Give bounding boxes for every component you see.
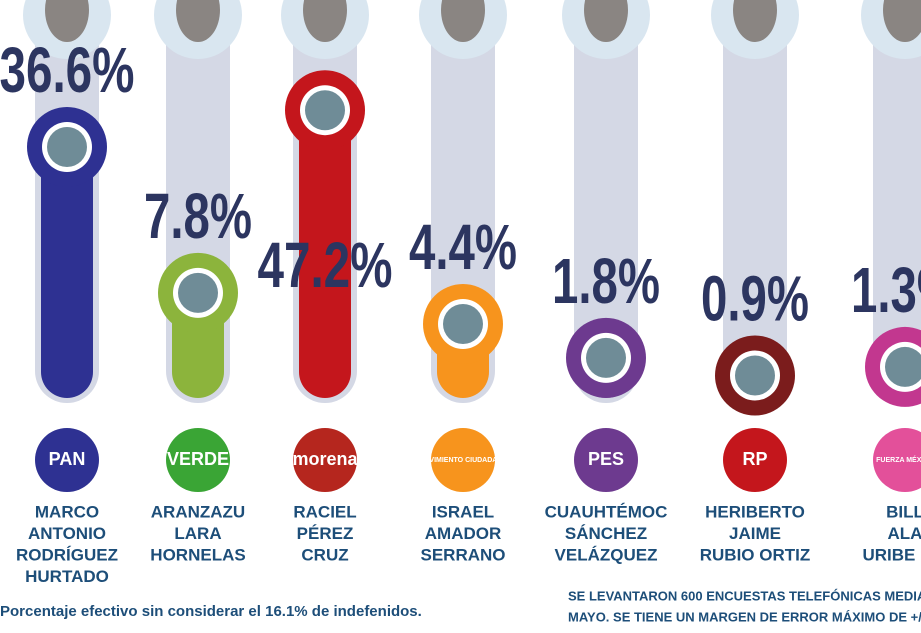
party-logo: [873, 428, 921, 492]
bar-track: [873, 0, 921, 403]
value-label: 47.2%: [258, 229, 393, 301]
photo-face: [45, 0, 89, 42]
candidate-name: JAIME: [729, 524, 781, 543]
candidate-name: PÉREZ: [297, 524, 354, 543]
photo-face: [441, 0, 485, 42]
photo-face: [733, 0, 777, 42]
candidate-name: MARCO: [35, 502, 99, 521]
candidate-name: ARANZAZU: [151, 502, 245, 521]
party-logo-text: MOVIMIENTO CIUDADANO: [418, 457, 508, 464]
photo-face: [584, 0, 628, 42]
footnote: Porcentaje efectivo sin considerar el 16…: [0, 603, 422, 620]
photo-face: [303, 0, 347, 42]
photo-face: [883, 0, 921, 42]
candidate-name: SÁNCHEZ: [565, 524, 647, 543]
candidate-name: BILL: [886, 502, 921, 521]
candidate-name: CUAUHTÉMOC: [545, 502, 668, 521]
candidate-name: AMADOR: [425, 524, 502, 543]
value-label: 7.8%: [144, 180, 252, 252]
party-logo: [166, 428, 230, 492]
method-note: SE LEVANTARON 600 ENCUESTAS TELEFÓNICAS …: [568, 588, 921, 603]
party-logo-text: FUERZA MÉXICO: [876, 455, 921, 464]
candidate-name: HURTADO: [25, 567, 109, 586]
candidate-name: ALA: [888, 524, 921, 543]
party-logo: [35, 428, 99, 492]
candidate-name: SERRANO: [420, 545, 505, 564]
value-label: 36.6%: [0, 34, 135, 106]
bar-head-core: [178, 272, 218, 313]
bar: [41, 146, 93, 398]
candidate-name: ISRAEL: [432, 502, 494, 521]
candidate-name: URIBE MO: [863, 545, 921, 564]
candidate-name: ANTONIO: [28, 524, 106, 543]
party-logo: [293, 428, 357, 492]
method-note: MAYO. SE TIENE UN MARGEN DE ERROR MÁXIMO…: [568, 609, 921, 624]
value-label: 0.9%: [701, 262, 809, 334]
value-label: 1.3%: [851, 254, 921, 326]
bar-head-core: [305, 90, 345, 131]
candidate-name: RODRÍGUEZ: [16, 545, 118, 564]
party-logo-text: morena: [292, 449, 358, 469]
candidate-name: HORNELAS: [150, 545, 245, 564]
bar-head-core: [885, 346, 921, 387]
candidate-name: HERIBERTO: [705, 502, 805, 521]
photo-face: [176, 0, 220, 42]
candidate-name: VELÁZQUEZ: [555, 545, 658, 564]
bar-head-core: [735, 355, 775, 396]
candidate-name: RUBIO ORTIZ: [700, 545, 811, 564]
bar: [299, 110, 351, 398]
party-logo-text: VERDE: [167, 449, 229, 469]
candidate-name: LARA: [174, 524, 221, 543]
bar-track: [723, 0, 787, 403]
candidate-name: RACIEL: [293, 502, 356, 521]
value-label: 1.8%: [552, 245, 660, 317]
party-logo-text: PAN: [49, 449, 86, 469]
bar-track: [574, 0, 638, 403]
bar-head-core: [586, 337, 626, 378]
bar-head-core: [47, 126, 87, 167]
value-label: 4.4%: [409, 211, 517, 283]
candidate-name: CRUZ: [301, 545, 348, 564]
bar-head-core: [443, 304, 483, 345]
party-logo-text: PES: [588, 449, 624, 469]
party-logo: [574, 428, 638, 492]
party-logo-text: RP: [742, 449, 767, 469]
party-logo: [723, 428, 787, 492]
party-logo: [431, 428, 495, 492]
